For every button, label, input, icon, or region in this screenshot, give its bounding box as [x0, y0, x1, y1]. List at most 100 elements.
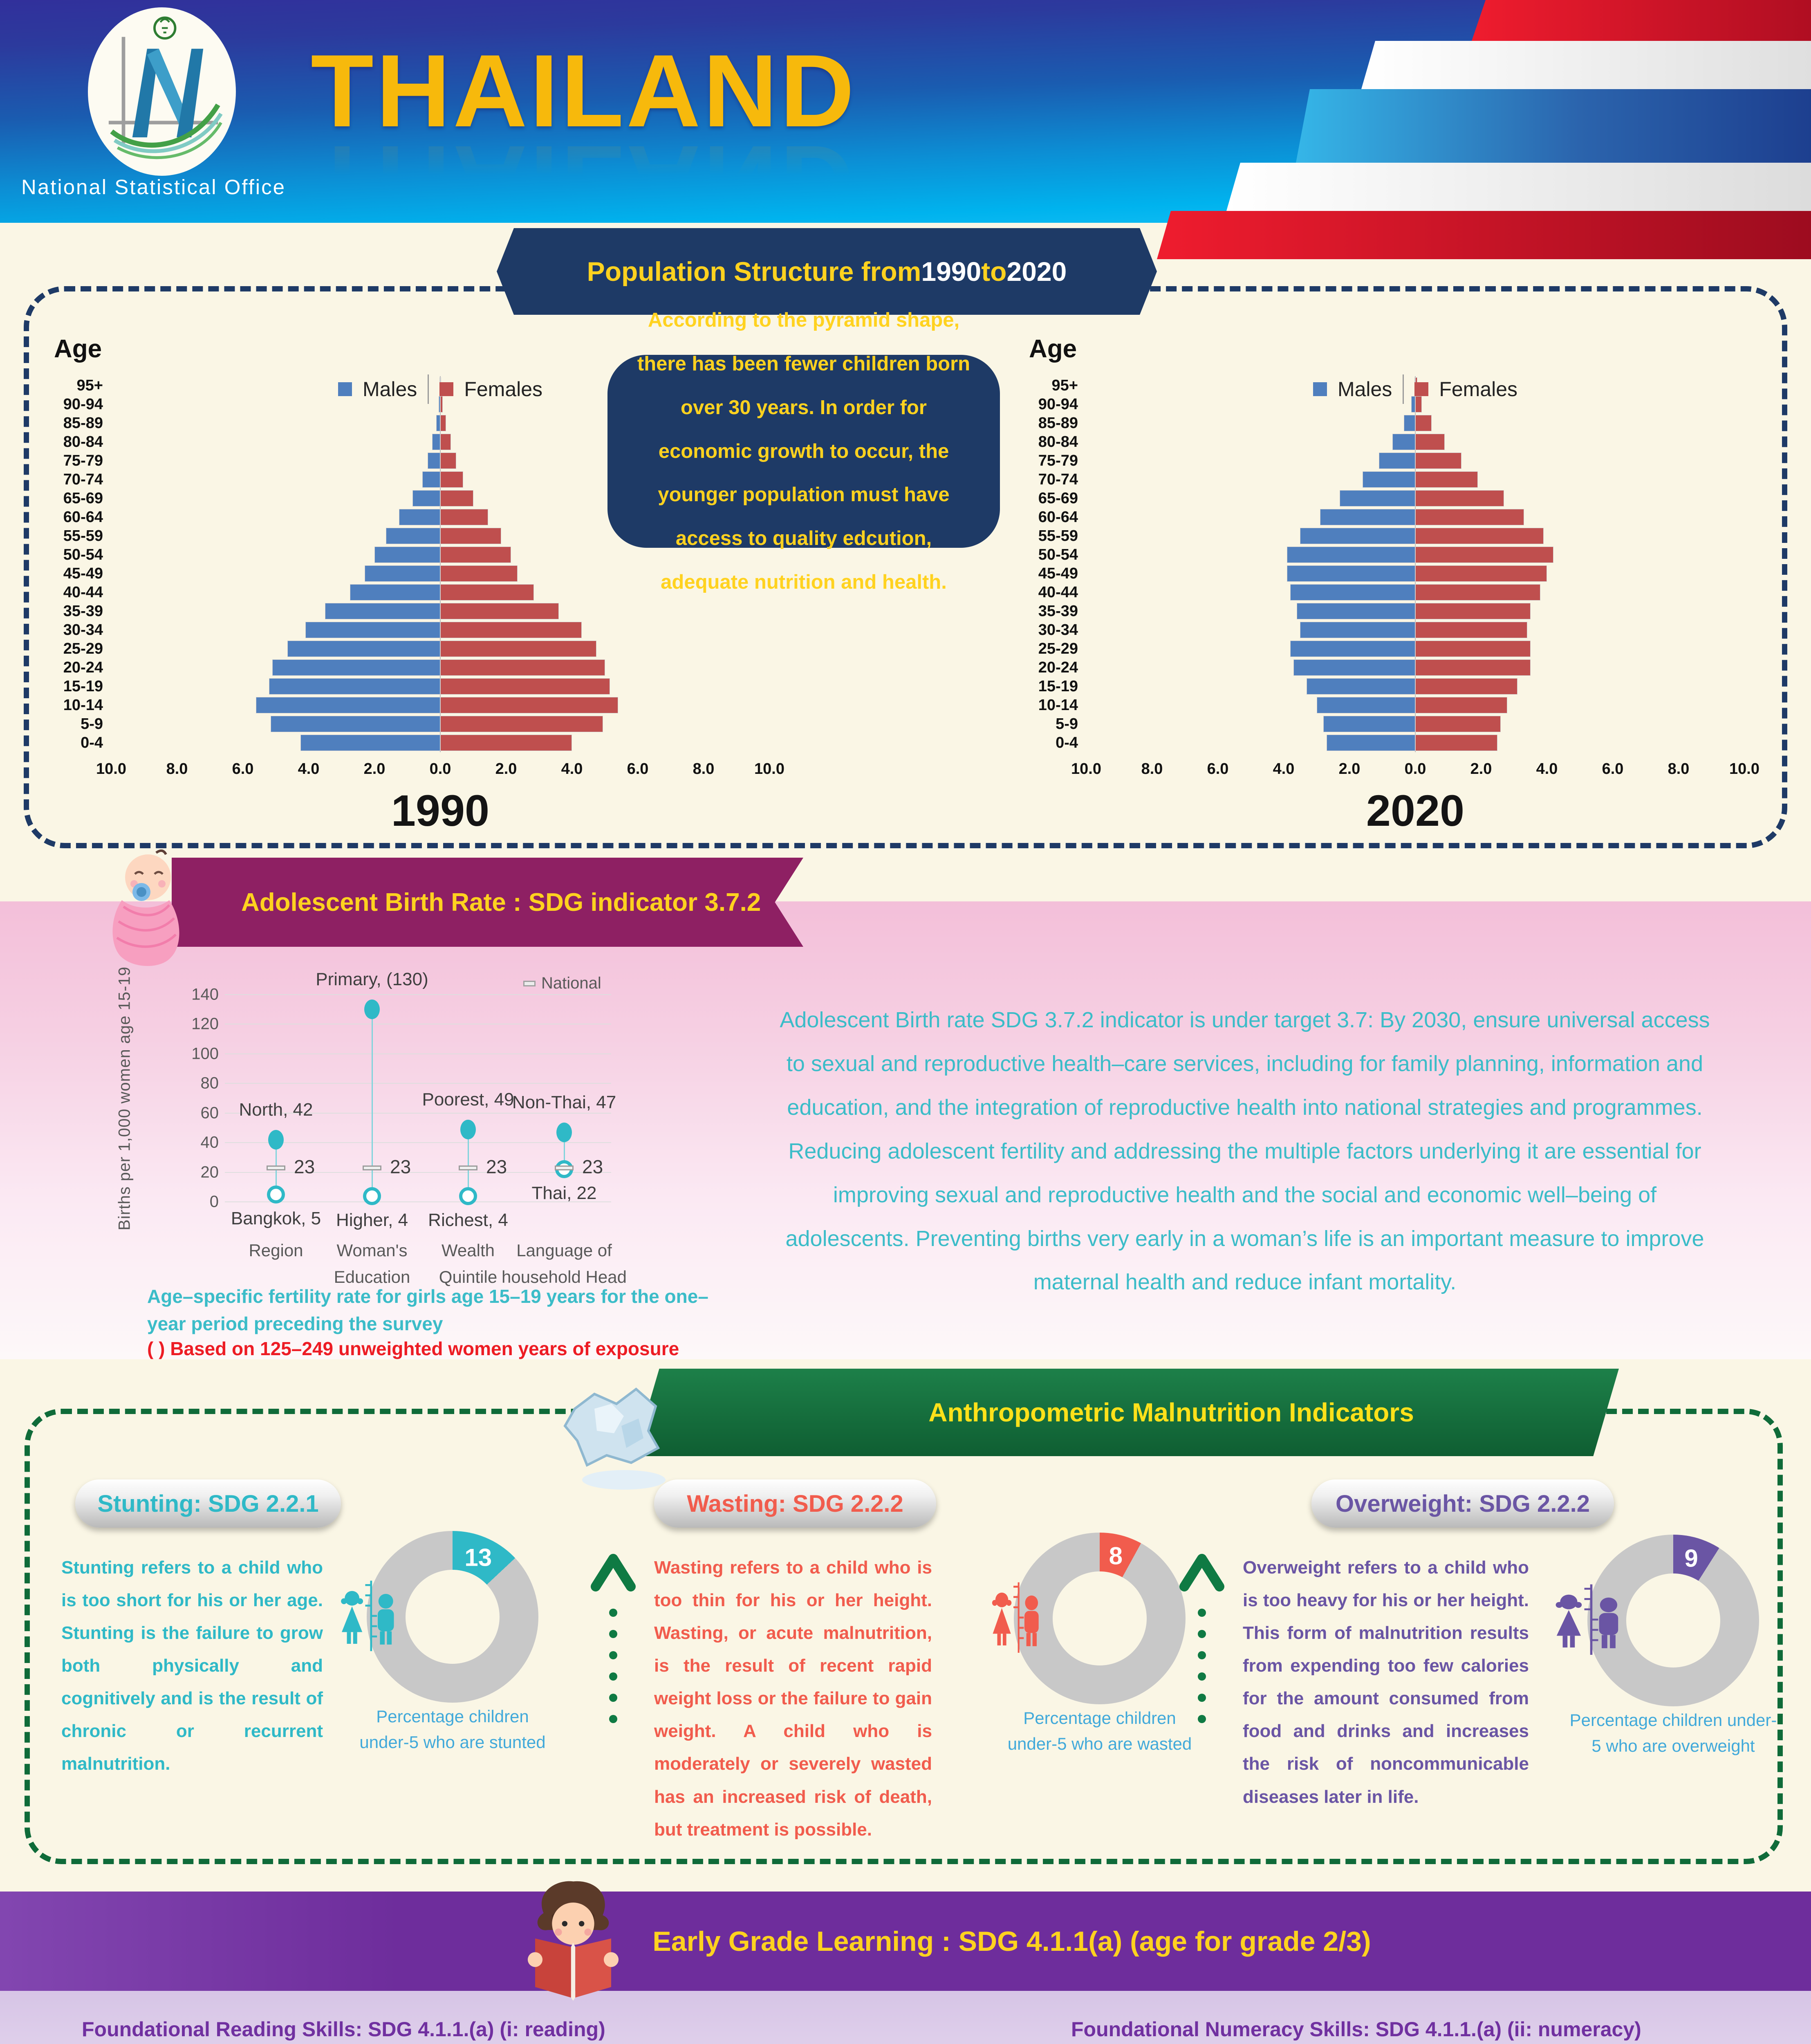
thai-flag-stripe-white-upper — [1361, 41, 1811, 89]
gridline — [225, 1083, 611, 1084]
age-group-label: 10-14 — [63, 696, 103, 714]
female-half — [440, 527, 769, 545]
donut-9-percent — [1587, 1535, 1759, 1706]
age-group-label: 30-34 — [1038, 621, 1078, 639]
x-tick: 10.0 — [1071, 760, 1101, 778]
female-bar-90-94 — [1415, 396, 1422, 412]
male-bar-85-89 — [1403, 415, 1415, 431]
pyramid-row: 25-29 — [1025, 639, 1744, 658]
x-tick: 4.0 — [1536, 760, 1558, 778]
pyramid-row: 35-39 — [50, 602, 769, 621]
age-group-label: 30-34 — [63, 621, 103, 639]
male-half — [111, 602, 440, 621]
female-half — [1415, 508, 1744, 527]
age-group-label: 40-44 — [1038, 583, 1078, 601]
early-grade-banner-text: Early Grade Learning : SDG 4.1.1(a) (age… — [652, 1925, 1371, 1957]
female-half — [1415, 639, 1744, 658]
female-half — [1415, 733, 1744, 752]
males-legend-label: Males — [362, 378, 417, 401]
male-half — [111, 433, 440, 451]
pyramid-row: 90-94 — [1025, 395, 1744, 414]
male-bar-10-14 — [256, 697, 440, 713]
female-bar-20-24 — [440, 659, 605, 676]
pyramid-row: 10-14 — [50, 696, 769, 715]
x-tick: 0.0 — [429, 760, 451, 778]
females-legend-swatch — [1414, 382, 1429, 396]
pyramid-row: 10-14 — [1025, 696, 1744, 715]
male-bar-25-29 — [1290, 641, 1415, 657]
age-group-label: 95+ — [76, 377, 103, 394]
female-bar-25-29 — [440, 641, 597, 657]
female-half — [1415, 696, 1744, 715]
national-marker — [459, 1165, 477, 1170]
nso-logo-icon — [108, 16, 223, 159]
male-bar-30-34 — [305, 622, 440, 638]
national-value-label: 23 — [582, 1156, 603, 1177]
donut-8-percent — [1014, 1533, 1186, 1704]
female-half — [440, 451, 769, 470]
female-half — [1415, 470, 1744, 489]
female-bar-45-49 — [1415, 565, 1547, 582]
age-group-label: 55-59 — [1038, 527, 1078, 545]
x-tick: 4.0 — [298, 760, 320, 778]
x-tick: 4.0 — [561, 760, 583, 778]
male-half — [111, 545, 440, 564]
y-tick-label: 60 — [200, 1104, 219, 1122]
age-group-label: 75-79 — [1038, 452, 1078, 469]
y-tick-label: 0 — [209, 1192, 219, 1211]
low-label: Richest, 4 — [428, 1210, 508, 1230]
male-half — [111, 564, 440, 583]
age-group-label: 50-54 — [63, 546, 103, 563]
male-bar-40-44 — [350, 584, 440, 601]
population-banner-year-from: 1990 — [921, 256, 982, 287]
children-icon — [337, 1579, 411, 1655]
male-half — [111, 489, 440, 508]
male-half — [1086, 508, 1415, 527]
pyramid-year-label: 1990 — [391, 786, 490, 835]
female-half — [1415, 583, 1744, 602]
national-value-label: 23 — [390, 1156, 411, 1177]
numeracy-chart-title: Foundational Numeracy Skills: SDG 4.1.1.… — [1071, 2018, 1641, 2041]
male-half — [111, 677, 440, 696]
pyramid-row: 35-39 — [1025, 602, 1744, 621]
male-bar-60-64 — [1320, 509, 1415, 525]
gridline — [225, 1053, 611, 1054]
female-half — [440, 621, 769, 639]
age-group-label: 85-89 — [63, 414, 103, 432]
female-half — [440, 395, 769, 414]
early-grade-banner: Early Grade Learning : SDG 4.1.1(a) (age… — [0, 1892, 1811, 1991]
age-group-label: 90-94 — [63, 395, 103, 413]
female-bar-30-34 — [440, 622, 582, 638]
male-bar-50-54 — [374, 547, 440, 563]
national-marker — [363, 1165, 381, 1170]
high-label: Poorest, 49 — [422, 1089, 514, 1109]
male-bar-35-39 — [325, 603, 440, 619]
page-title: THAILAND — [311, 34, 857, 148]
legend-divider — [428, 374, 429, 404]
dot-Non-Thai, 47 — [556, 1122, 572, 1142]
female-bar-10-14 — [440, 697, 618, 713]
low-label: Thai, 22 — [531, 1183, 597, 1204]
category-axis-label: Language of household Head — [502, 1241, 627, 1287]
pyramid-row: 20-24 — [1025, 658, 1744, 677]
x-tick: 10.0 — [96, 760, 126, 778]
female-half — [1415, 527, 1744, 545]
male-half — [1086, 715, 1415, 733]
male-half — [1086, 451, 1415, 470]
dotted-arrow-up-icon — [1179, 1551, 1224, 1744]
female-bar-15-19 — [1415, 678, 1517, 695]
female-half — [440, 545, 769, 564]
age-group-label: 0-4 — [81, 734, 103, 751]
dot-Primary, (130) — [364, 1000, 380, 1020]
x-tick: 2.0 — [1338, 760, 1360, 778]
pyramid-row: 40-44 — [50, 583, 769, 602]
female-half — [440, 639, 769, 658]
age-axis-title: Age — [1029, 335, 1077, 363]
card-text: Overweight refers to a child who is too … — [1243, 1558, 1529, 1807]
adolescent-banner-text: Adolescent Birth Rate : SDG indicator 3.… — [241, 888, 761, 917]
male-half — [1086, 658, 1415, 677]
female-bar-0-4 — [1415, 735, 1498, 751]
national-marker — [555, 1165, 574, 1170]
male-bar-90-94 — [1411, 396, 1415, 412]
